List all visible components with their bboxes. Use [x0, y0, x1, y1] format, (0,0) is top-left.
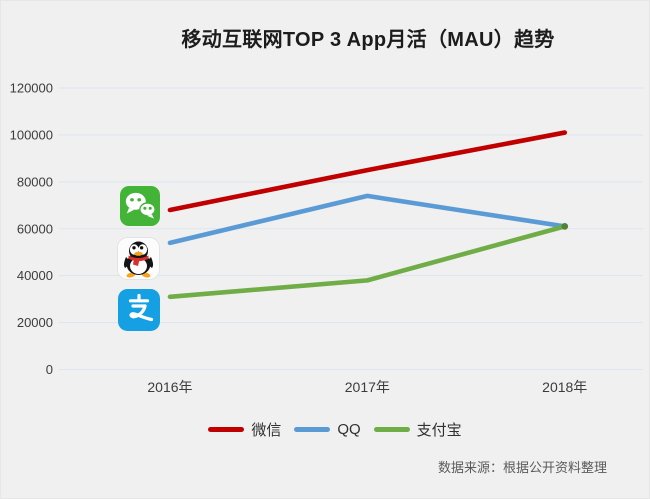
legend-item-alipay: 支付宝 [373, 419, 462, 440]
legend-swatch-qq [294, 427, 331, 432]
legend-item-qq: QQ [294, 421, 361, 438]
x-axis-category-label: 2016年 [147, 379, 192, 395]
wechat-app-icon [120, 186, 160, 226]
source-note: 数据来源：根据公开资料整理 [437, 460, 607, 475]
legend-label: 支付宝 [416, 422, 462, 439]
legend-item-wechat: 微信 [208, 419, 281, 440]
series-line-wechat [167, 130, 568, 213]
y-axis-tick-label: 40000 [17, 268, 53, 283]
series-line-qq [167, 193, 568, 246]
series-line-alipay [167, 224, 568, 300]
y-axis-tick-label: 0 [46, 362, 53, 377]
alipay-endpoint-marker [561, 223, 569, 230]
legend-label: 微信 [251, 422, 282, 439]
y-axis-tick-label: 100000 [10, 127, 53, 142]
x-axis-category-label: 2018年 [542, 379, 587, 395]
legend-swatch-wechat [208, 427, 245, 432]
y-axis-tick-label: 80000 [17, 174, 53, 189]
legend-swatch-alipay [373, 427, 410, 432]
x-axis-category-label: 2017年 [345, 379, 390, 395]
legend-label: QQ [337, 421, 361, 438]
chart-legend: 微信 QQ 支付宝 [1, 419, 649, 440]
y-axis-tick-label: 60000 [17, 221, 53, 236]
y-axis-tick-label: 20000 [17, 315, 53, 330]
chart-title: 移动互联网TOP 3 App月活（MAU）趋势 [181, 29, 555, 51]
qq-app-icon [117, 237, 160, 280]
y-axis-tick-label: 120000 [10, 81, 53, 96]
alipay-app-icon [118, 289, 160, 331]
